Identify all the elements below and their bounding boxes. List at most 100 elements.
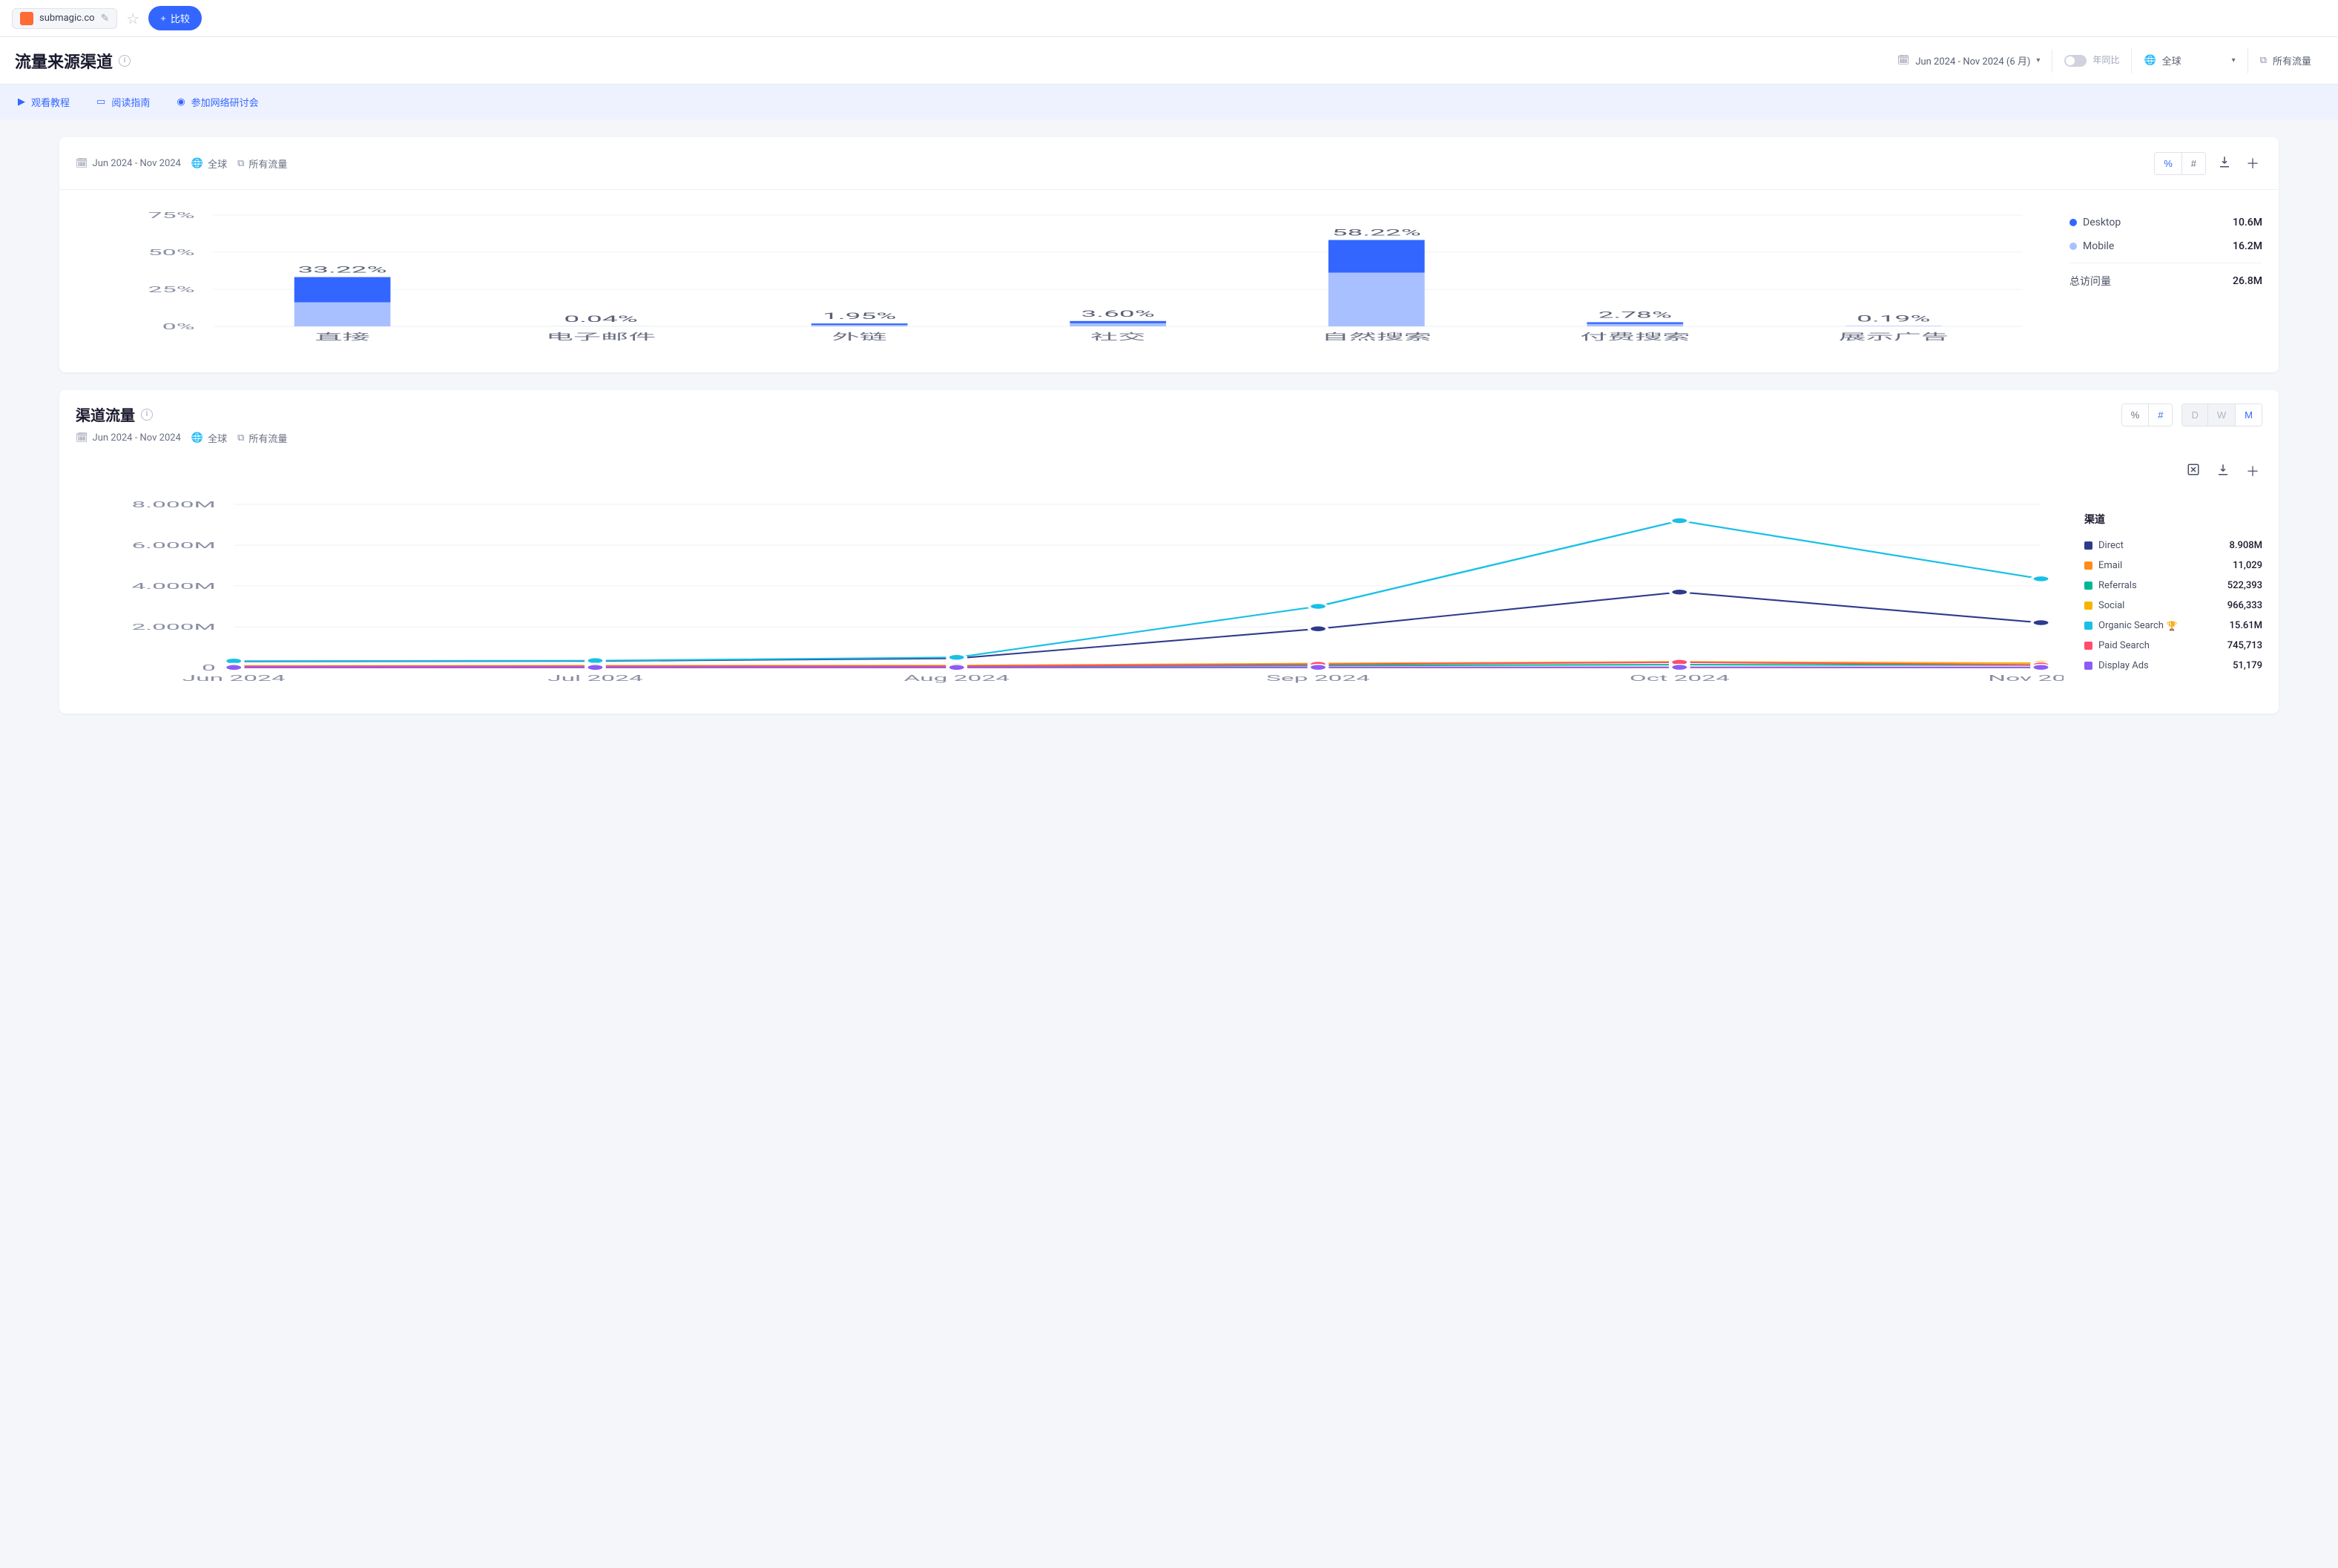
plus-icon: + [160,13,166,24]
domain-chip[interactable]: submagic.co ✎ [12,8,117,29]
legend-item-referrals[interactable]: Referrals522,393 [2084,576,2262,596]
favorite-icon[interactable]: ☆ [126,10,139,27]
layers-icon: ⧉ [237,158,244,169]
dot-icon [2069,243,2077,250]
color-swatch-icon [2084,622,2092,630]
legend-item-email[interactable]: Email11,029 [2084,556,2262,576]
line-chart: 02.000M4.000M6.000M8.000MJun 2024Jul 202… [76,497,2064,693]
region-text: 全球 [2162,53,2181,67]
page-title-text: 流量来源渠道 [15,49,113,73]
globe-icon: 🌐 [191,432,203,444]
legend-item-social[interactable]: Social966,333 [2084,596,2262,616]
download-button[interactable] [2215,152,2234,175]
legend-item-direct[interactable]: Direct8.908M [2084,536,2262,556]
info-icon[interactable]: i [119,55,131,67]
card-header: 🗓Jun 2024 - Nov 2024 🌐全球 ⧉所有流量 % # ＋ [59,137,2279,190]
svg-text:2.78%: 2.78% [1598,309,1672,320]
svg-text:58.22%: 58.22% [1332,227,1421,237]
svg-text:75%: 75% [148,211,195,220]
svg-text:8.000M: 8.000M [131,500,215,510]
globe-icon: 🌐 [2144,55,2156,66]
traffic-channel-card: 🗓Jun 2024 - Nov 2024 🌐全球 ⧉所有流量 % # ＋ 0% 2… [59,137,2279,372]
svg-text:Oct 2024: Oct 2024 [1630,673,1730,683]
legend-item-organic[interactable]: Organic Search🏆15.61M [2084,616,2262,636]
color-swatch-icon [2084,642,2092,650]
legend-item-display[interactable]: Display Ads51,179 [2084,656,2262,676]
yoy-toggle[interactable]: 年同比 [2052,49,2131,73]
svg-text:外链: 外链 [832,332,887,342]
stats-desktop[interactable]: Desktop 10.6M [2069,211,2262,234]
svg-text:社交: 社交 [1090,332,1145,342]
chevron-down-icon: ▾ [2036,56,2040,65]
play-icon: ▶ [18,96,25,108]
calendar-icon: 🗓 [76,158,88,169]
card2-meta: 🗓Jun 2024 - Nov 2024 🌐全球 ⧉所有流量 [76,431,287,445]
site-favicon-icon [20,12,33,25]
watch-tutorial-link[interactable]: ▶ 观看教程 [18,95,70,109]
main-content: 🗓Jun 2024 - Nov 2024 🌐全球 ⧉所有流量 % # ＋ 0% 2… [0,119,2338,731]
legend-title: 渠道 [2084,512,2262,527]
meta-region: 🌐全球 [191,431,227,445]
monthly-button[interactable]: M [2235,404,2262,426]
toggle-icon [2064,55,2087,67]
traffic-scope-selector[interactable]: ⧉ 所有流量 [2248,47,2323,73]
color-swatch-icon [2084,602,2092,610]
daily-button[interactable]: D [2182,404,2207,426]
svg-text:3.60%: 3.60% [1081,308,1155,318]
layers-icon: ⧉ [237,432,244,444]
weekly-button[interactable]: W [2207,404,2235,426]
add-button[interactable]: ＋ [2243,151,2262,176]
stats-mobile[interactable]: Mobile 16.2M [2069,234,2262,258]
read-label: 阅读指南 [111,95,150,109]
svg-text:直接: 直接 [315,332,370,342]
percent-mode-button[interactable]: % [2122,404,2149,426]
yoy-label: 年同比 [2092,56,2119,65]
edit-icon[interactable]: ✎ [101,13,110,24]
meta-date: 🗓Jun 2024 - Nov 2024 [76,432,181,444]
svg-text:0.19%: 0.19% [1857,313,1930,323]
svg-text:Jul 2024: Jul 2024 [547,673,643,683]
card2-actions: % # D W M [2121,403,2262,426]
traffic-scope-text: 所有流量 [2273,53,2311,67]
svg-text:2.000M: 2.000M [131,622,215,632]
count-mode-button[interactable]: # [2181,153,2205,174]
video-icon: ◉ [177,96,185,108]
info-icon[interactable]: i [141,409,153,421]
card-meta: 🗓Jun 2024 - Nov 2024 🌐全球 ⧉所有流量 [76,157,287,171]
svg-text:Nov 2024: Nov 2024 [1988,673,2064,683]
download-button[interactable] [2213,460,2233,483]
percent-mode-button[interactable]: % [2155,153,2181,174]
card2-header: 渠道流量 i 🗓Jun 2024 - Nov 2024 🌐全球 ⧉所有流量 % … [59,390,2279,451]
svg-text:Sep 2024: Sep 2024 [1266,673,1370,683]
region-selector[interactable]: 🌐 全球 ▾ [2131,47,2247,73]
meta-scope: ⧉所有流量 [237,157,287,171]
compare-button[interactable]: + 比较 [148,6,202,30]
card2-toolbar: ＋ [59,451,2279,491]
granularity-toggle: D W M [2181,403,2262,426]
svg-text:50%: 50% [148,248,195,257]
read-guide-link[interactable]: ▭ 阅读指南 [96,95,150,109]
join-webinar-link[interactable]: ◉ 参加网络研讨会 [177,95,258,109]
card-body: 0%25%50%75%33.22%直接0.04%电子邮件1.95%外链3.60%… [59,190,2279,372]
add-button[interactable]: ＋ [2243,458,2262,484]
svg-text:0%: 0% [162,322,195,332]
svg-text:33.22%: 33.22% [297,264,386,274]
color-swatch-icon [2084,582,2092,590]
color-swatch-icon [2084,662,2092,670]
svg-text:1.95%: 1.95% [823,311,896,321]
book-icon: ▭ [96,96,105,108]
svg-text:6.000M: 6.000M [131,541,215,550]
card2-title-text: 渠道流量 [76,403,135,425]
count-mode-button[interactable]: # [2148,404,2172,426]
date-range-selector[interactable]: 🗓 Jun 2024 - Nov 2024 (6 月) ▾ [1886,47,2052,73]
svg-text:自然搜索: 自然搜索 [1322,332,1432,342]
svg-text:展示广告: 展示广告 [1839,332,1949,342]
calendar-icon: 🗓 [1897,55,1910,66]
svg-text:Aug 2024: Aug 2024 [903,673,1010,683]
legend-item-paid[interactable]: Paid Search745,713 [2084,636,2262,656]
webinar-label: 参加网络研讨会 [191,95,259,109]
svg-text:电子邮件: 电子邮件 [546,332,656,342]
date-range-text: Jun 2024 - Nov 2024 (6 月) [1915,53,2030,67]
dot-icon [2069,219,2077,226]
export-excel-button[interactable] [2184,460,2203,483]
